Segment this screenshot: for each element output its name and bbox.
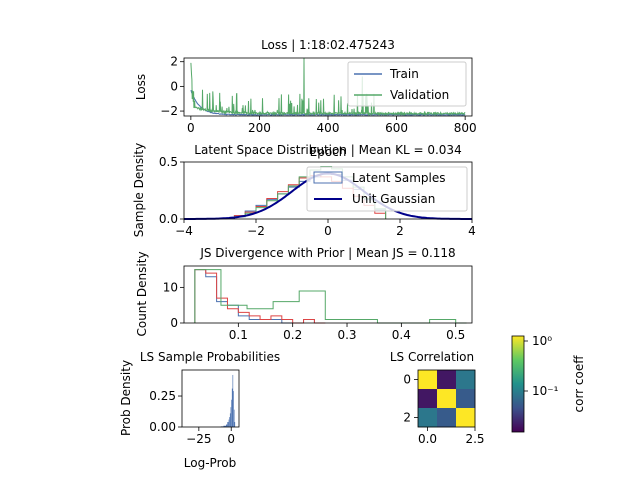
js-plot-area [194,269,467,324]
prob-bar [231,388,233,427]
loss-xlabel: Epoch [310,145,347,159]
js-hist-step-0 [194,269,326,324]
prob-ylabel: Prob Density [119,360,133,436]
prob-xtick-label: 0 [227,432,235,446]
js-xtick-label: 0.1 [229,328,248,342]
loss-panel: Loss | 1:18:02.475243 0 200 400 600 80020−2 … [134,38,477,159]
corr-heatmap [418,370,476,428]
corr-xtick-label: 0.0 [418,432,437,446]
legend-latent-samples-label: Latent Samples [352,171,446,185]
colorbar-label: corr coeff [572,355,586,413]
prob-ytick-label: 0.25 [149,389,176,403]
prob-bar [223,425,227,427]
corr-ytick-label: 2 [403,411,411,425]
legend-validation-label: Validation [390,88,449,102]
validation-loss-line [190,57,466,117]
prob-bar [226,424,228,427]
loss-plot-area [190,57,466,117]
js-ticks: 0.1 0.2 0.3 0.4 0.5 0 10 [163,280,466,342]
latent-ytick-label: 0.0 [159,212,178,226]
latent-xtick-label: −2 [247,224,265,238]
colorbar-gradient [511,335,525,433]
latent-xtick-label: 4 [468,224,476,238]
js-xtick-label: 0.4 [392,328,411,342]
legend-unit-gaussian-label: Unit Gaussian [352,192,435,206]
prob-ticks: −25 0 0.00 0.25 [149,389,235,446]
corr-cell [456,370,476,390]
colorbar-tick-label-mid: 10⁻¹ [532,384,559,398]
prob-plot-area [220,374,236,427]
latent-xtick-label: 2 [396,224,404,238]
loss-xtick-label: 0 [187,121,195,135]
latent-ylabel: Sample Density [132,143,146,237]
prob-bar [229,417,230,427]
loss-ytick-label: 0 [170,79,178,93]
js-hist-step-2 [194,269,467,324]
loss-ytick-label: −2 [160,104,178,118]
loss-legend: Train Validation [347,61,467,107]
prob-panel: LS Sample Probabilities −25 0 0.00 0.25 Pro… [119,350,280,470]
corr-ytick-label: 0 [403,373,411,387]
corr-cell [418,408,438,428]
latent-legend: Latent Samples Unit Gaussian [306,166,468,212]
corr-axes-frame [417,369,476,428]
loss-xtick-label: 600 [385,121,408,135]
latent-ticks: −4 −2 0 2 4 0.0 0.5 [159,155,476,238]
latent-xtick-label: 0 [324,224,332,238]
js-xtick-label: 0.2 [283,328,302,342]
prob-bar [227,422,229,427]
corr-ticks: 0.0 2.5 0 2 [403,373,484,447]
prob-ytick-label: 0.00 [149,420,176,434]
prob-bar [228,419,230,427]
corr-panel: LS Correlation 0.0 2.5 0 2 [390,350,485,446]
prob-bar [233,409,235,427]
prob-xtick-label: −25 [186,432,211,446]
prob-axes-frame [181,369,240,428]
js-xtick-label: 0.5 [446,328,465,342]
js-hist-step-1 [194,269,326,324]
loss-ticks: 0 200 400 600 800 2 0 −2 [160,55,476,135]
prob-bar [231,399,232,427]
prob-bar [234,422,236,427]
prob-bar [233,391,234,427]
js-title: JS Divergence with Prior | Mean JS = 0.1… [199,246,455,260]
prob-bar [229,413,231,427]
js-ytick-label: 10 [163,280,178,294]
corr-cell [437,370,457,390]
prob-bar [232,374,234,427]
loss-xtick-label: 200 [248,121,271,135]
colorbar: 10⁰ 10⁻¹ corr coeff [511,334,586,433]
latent-title: Latent Space Distribution | Mean KL = 0.… [194,143,461,157]
loss-ytick-label: 2 [170,55,178,69]
corr-xtick-label: 2.5 [465,432,484,446]
loss-ylabel: Loss [134,74,148,100]
corr-cell [437,389,457,409]
loss-title: Loss | 1:18:02.475243 [261,38,395,52]
loss-xtick-label: 800 [454,121,477,135]
corr-cell [456,389,476,409]
js-axes-frame [183,265,473,324]
colorbar-tick-label-top: 10⁰ [532,334,552,348]
loss-xtick-label: 400 [317,121,340,135]
latent-legend-box [306,166,468,212]
js-xtick-label: 0.3 [337,328,356,342]
corr-cell [456,408,476,428]
latent-ytick-label: 0.5 [159,155,178,169]
js-ytick-label: 0 [170,316,178,330]
prob-xlabel: Log-Prob [184,456,236,470]
prob-title: LS Sample Probabilities [140,350,280,364]
js-ylabel: Count Density [135,251,149,336]
corr-cell [418,389,438,409]
corr-cell [437,408,457,428]
latent-panel: −4 −2 0 2 4 0.0 0.5 Latent Space Distribution … [132,143,476,238]
legend-latent-samples-swatch [313,171,343,184]
latent-xtick-label: −4 [175,224,193,238]
corr-title: LS Correlation [390,350,474,364]
legend-train-label: Train [389,67,419,81]
corr-cell [418,370,438,390]
js-panel: JS Divergence with Prior | Mean JS = 0.1… [135,246,473,342]
prob-bar [230,407,232,427]
